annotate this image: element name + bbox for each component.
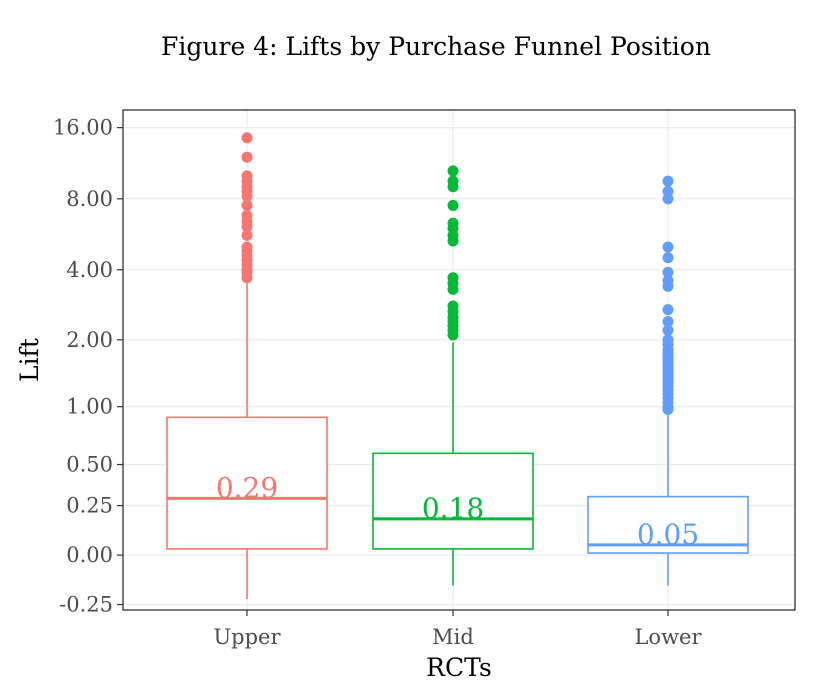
y-tick-label: 8.00 [66, 187, 113, 211]
outlier-point [662, 324, 674, 336]
y-tick-label: 16.00 [53, 116, 113, 140]
x-tick-label: Lower [634, 625, 702, 649]
y-tick-label: 1.00 [66, 395, 113, 419]
y-tick-label: 0.50 [66, 453, 113, 477]
x-axis-title: RCTs [426, 653, 492, 682]
y-tick-label: 4.00 [66, 258, 113, 282]
outlier-point [447, 235, 459, 247]
x-tick-label: Upper [213, 625, 281, 649]
y-tick-label: 2.00 [66, 328, 113, 352]
y-tick-label: 0.25 [66, 494, 113, 518]
x-axis-ticks: Upper Mid Lower [213, 610, 702, 649]
outlier-point [241, 272, 253, 284]
outlier-point [447, 283, 459, 295]
x-tick-label: Mid [432, 625, 474, 649]
outlier-point [447, 181, 459, 193]
outlier-point [241, 221, 253, 233]
outlier-point [662, 175, 674, 187]
median-label: 0.18 [422, 492, 484, 525]
outlier-point [662, 404, 674, 416]
box-group-upper: 0.29 [166, 132, 328, 599]
outlier-point [447, 165, 459, 177]
outlier-point [662, 280, 674, 292]
y-axis-title: Lift [15, 338, 44, 382]
outlier-point [662, 316, 674, 328]
outlier-point [241, 151, 253, 163]
outlier-point [447, 329, 459, 341]
outlier-point [241, 132, 253, 144]
outlier-point [241, 190, 253, 202]
box-group-mid: 0.18 [372, 165, 534, 586]
outlier-point [662, 266, 674, 278]
box-group-lower: 0.05 [587, 175, 749, 586]
outlier-point [447, 199, 459, 211]
outlier-point [241, 229, 253, 241]
iqr-box [166, 416, 328, 550]
outlier-point [662, 252, 674, 264]
y-tick-label: -0.25 [59, 593, 113, 617]
chart-title: Figure 4: Lifts by Purchase Funnel Posit… [161, 32, 711, 61]
outlier-point [662, 193, 674, 205]
y-axis-ticks: -0.25 0.00 0.25 0.50 1.00 2.00 4.00 8.00 16.00 [53, 116, 123, 617]
outlier-point [241, 199, 253, 211]
outlier-point [662, 304, 674, 316]
y-tick-label: 0.00 [66, 543, 113, 567]
outlier-point [662, 241, 674, 253]
plot-panel-border [122, 109, 796, 611]
iqr-box [372, 452, 534, 550]
box-layer: 0.29 0.18 0.05 [166, 132, 749, 599]
median-label: 0.05 [637, 518, 699, 551]
median-label: 0.29 [216, 471, 278, 504]
